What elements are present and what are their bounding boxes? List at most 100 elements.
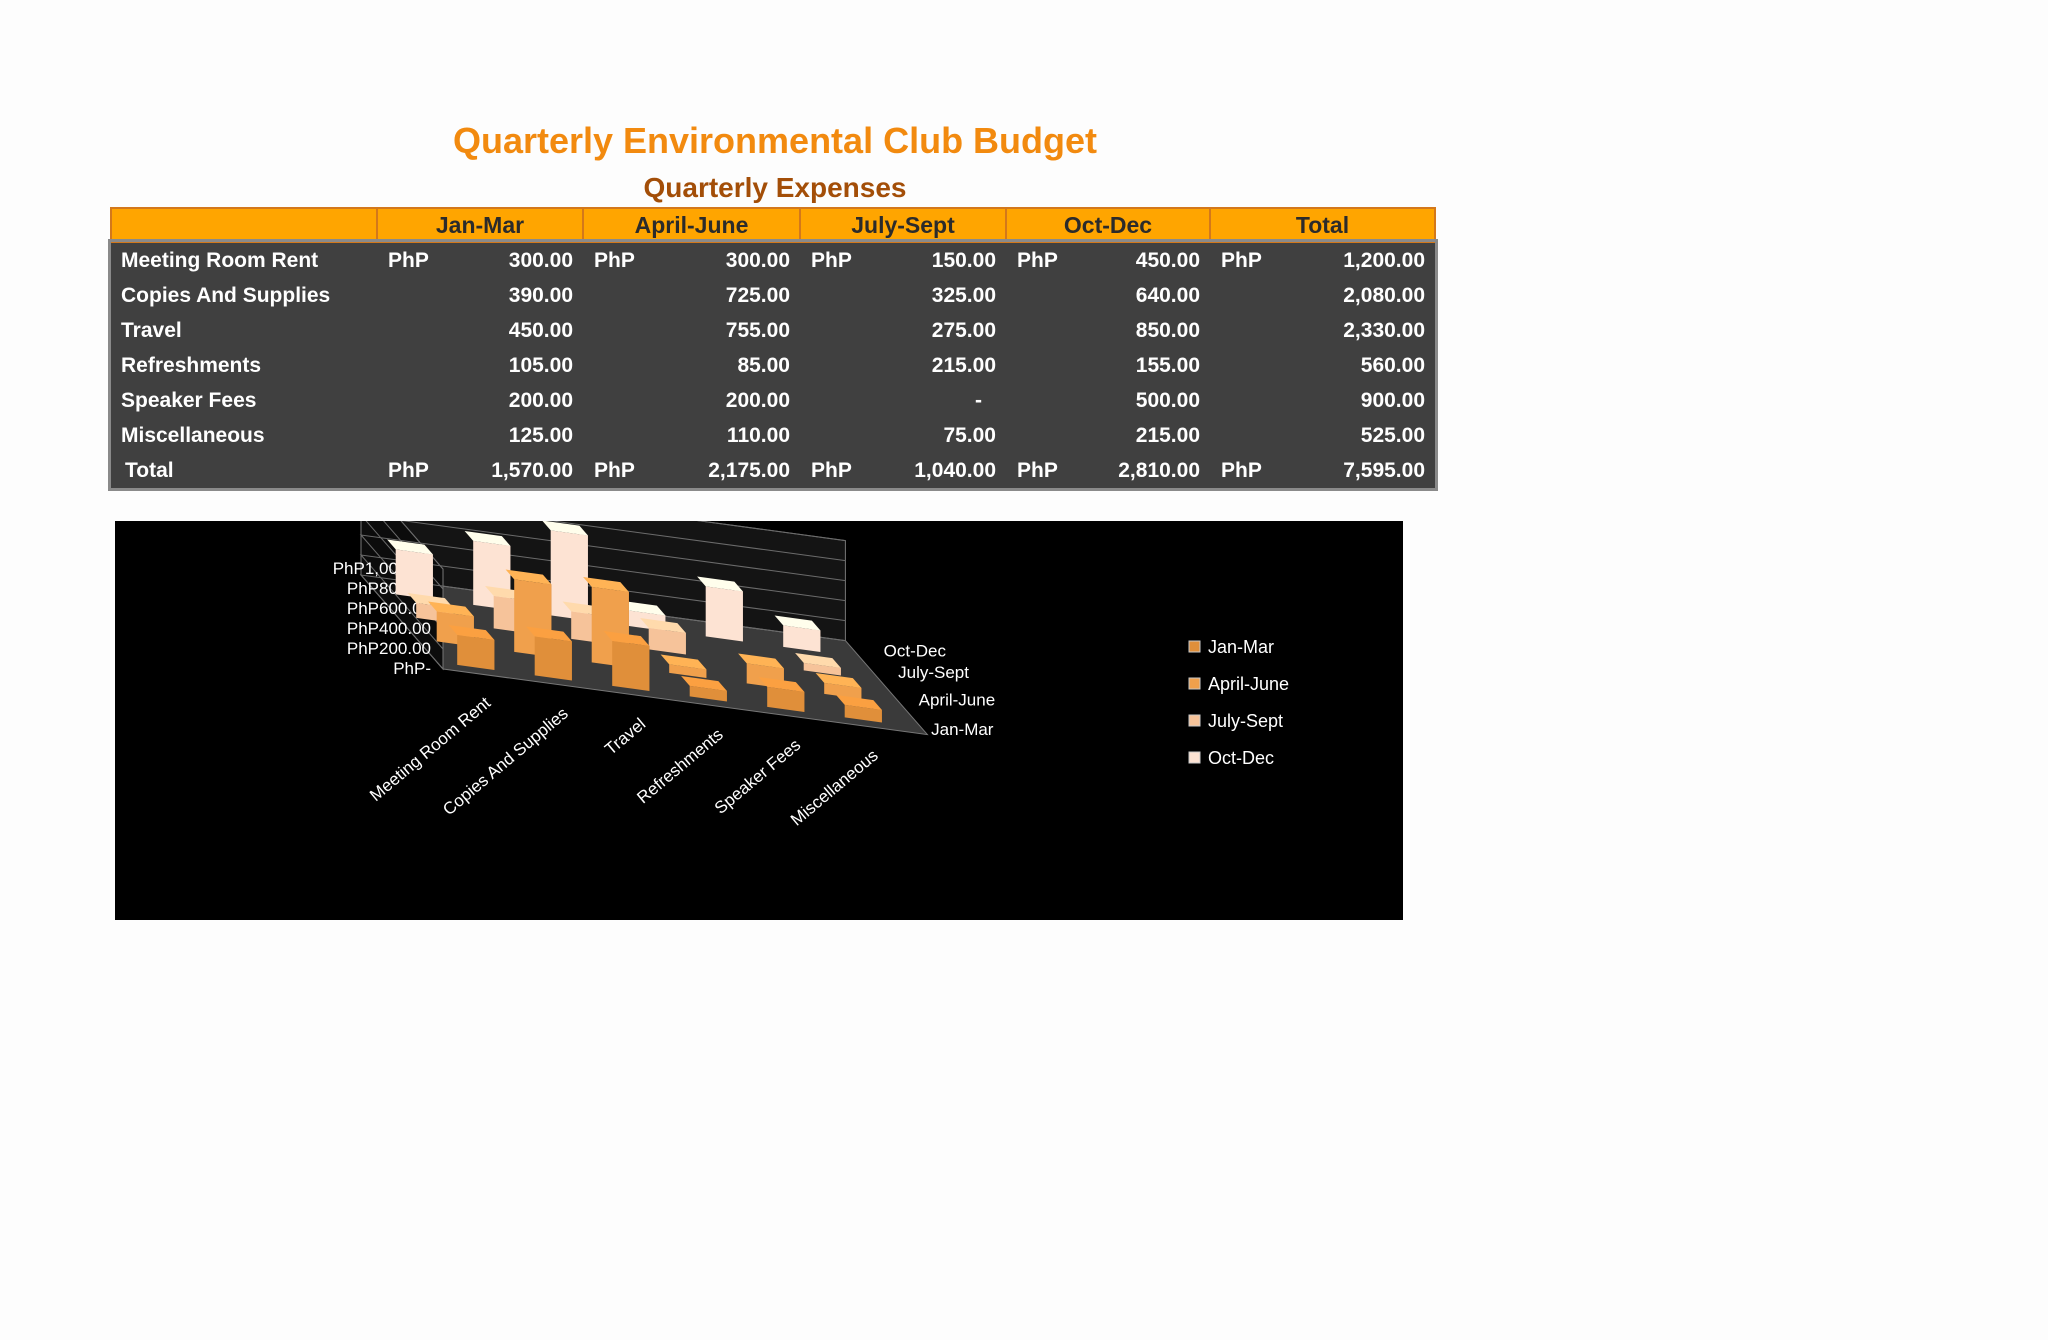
row-label: Refreshments <box>111 348 377 383</box>
bar-top <box>640 618 686 633</box>
table-cell: 105.00 <box>377 348 583 383</box>
table-cell: 215.00 <box>1006 418 1210 453</box>
currency-label: PhP <box>594 248 635 272</box>
bar-top <box>526 626 572 642</box>
amount-value: 2,810.00 <box>1118 458 1200 482</box>
table-cell: 110.00 <box>583 418 800 453</box>
x-tick-label: Miscellaneous <box>787 746 882 830</box>
table-cell: 200.00 <box>583 383 800 418</box>
header-cell <box>110 207 378 243</box>
table-cell: 75.00 <box>800 418 1006 453</box>
amount-value: 200.00 <box>725 388 790 412</box>
table-cell: 390.00 <box>377 278 583 313</box>
table-row: Copies And Supplies 390.00 725.00 325.00 640… <box>111 278 1435 313</box>
table-row: Speaker Fees 200.00 200.00 - 500.00 900.00 <box>111 383 1435 418</box>
bar-front <box>612 640 650 691</box>
header-cell: April-June <box>582 207 801 243</box>
table-cell: PhP 150.00 <box>800 242 1006 278</box>
table-header-row: Jan-Mar April-June July-Sept Oct-Dec Tot… <box>110 207 1436 243</box>
z-tick-label: Jan-Mar <box>931 720 994 739</box>
bar-top <box>681 676 727 691</box>
table-row: Travel 450.00 755.00 275.00 850.00 2,330.00 <box>111 313 1435 348</box>
amount-value: 125.00 <box>508 423 573 447</box>
table-cell: 450.00 <box>377 313 583 348</box>
amount-value: 200.00 <box>508 388 573 412</box>
bar-top <box>583 577 629 592</box>
bar <box>640 618 686 655</box>
x-tick-label: Travel <box>601 714 649 759</box>
table-total-row: Total PhP 1,570.00 PhP 2,175.00 PhP 1,040.00 Ph… <box>111 453 1435 488</box>
bar-front <box>648 627 686 655</box>
table-cell: PhP 7,595.00 <box>1210 453 1435 488</box>
bar-top <box>795 653 841 668</box>
table-row: Refreshments 105.00 85.00 215.00 155.00 560.0… <box>111 348 1435 383</box>
amount-value: 450.00 <box>508 318 573 342</box>
x-tick-label: Speaker Fees <box>711 735 804 818</box>
bar <box>387 539 433 600</box>
table-cell: 85.00 <box>583 348 800 383</box>
y-tick-label: PhP200.00 <box>347 639 431 658</box>
table-row: Miscellaneous 125.00 110.00 75.00 215.00 525.… <box>111 418 1435 453</box>
bar-top <box>774 615 821 631</box>
amount-value: 85.00 <box>737 353 790 377</box>
y-tick-label: PhP400.00 <box>347 619 431 638</box>
header-cell: Total <box>1209 207 1436 243</box>
bar <box>681 676 727 702</box>
amount-value: 75.00 <box>943 423 996 447</box>
table-cell: - <box>800 383 1006 418</box>
amount-value: 300.00 <box>725 248 790 272</box>
bar <box>795 653 841 676</box>
amount-value: 2,080.00 <box>1343 283 1425 307</box>
legend-swatch <box>1188 677 1201 690</box>
amount-value: 110.00 <box>726 423 790 447</box>
table-cell: 525.00 <box>1210 418 1435 453</box>
currency-label: PhP <box>594 458 635 482</box>
bar-top <box>387 539 433 555</box>
legend-label: Jan-Mar <box>1208 637 1274 657</box>
table-cell: PhP 300.00 <box>377 242 583 278</box>
amount-value: 2,175.00 <box>708 458 790 482</box>
bar-front <box>824 682 862 699</box>
currency-label: PhP <box>1017 458 1058 482</box>
legend-swatch <box>1188 714 1201 727</box>
amount-value: 525.00 <box>1360 423 1425 447</box>
table-cell: PhP 300.00 <box>583 242 800 278</box>
bar-top <box>448 625 495 640</box>
table-cell: 900.00 <box>1210 383 1435 418</box>
row-label: Total <box>111 453 377 488</box>
bar-front <box>550 530 588 621</box>
row-label: Miscellaneous <box>111 418 377 453</box>
expense-3d-chart: PhP-PhP200.00PhP400.00PhP600.00PhP800.00… <box>333 473 1289 830</box>
chart-panel: PhP- PhP200.00 PhP400.00 PhP600.00 PhP800.00… <box>115 473 1403 920</box>
amount-value: 215.00 <box>1135 423 1200 447</box>
bar-top <box>815 673 862 688</box>
amount-value: 300.00 <box>508 248 573 272</box>
table-cell: 755.00 <box>583 313 800 348</box>
table-cell: 850.00 <box>1006 313 1210 348</box>
amount-value: 850.00 <box>1135 318 1200 342</box>
bar <box>603 631 650 691</box>
bar-front <box>767 686 805 712</box>
bar-top <box>619 600 666 616</box>
legend-label: April-June <box>1208 674 1289 694</box>
amount-value: 900.00 <box>1360 388 1425 412</box>
bar <box>542 520 588 621</box>
page-subtitle: Quarterly Expenses <box>643 172 907 203</box>
bar-top <box>505 569 552 585</box>
bar <box>448 625 495 670</box>
table-cell: 200.00 <box>377 383 583 418</box>
table-cell: PhP 1,040.00 <box>800 453 1006 488</box>
gridline <box>359 554 846 650</box>
currency-label: PhP <box>1017 248 1058 272</box>
amount-value: 150.00 <box>931 248 996 272</box>
amount-value: - <box>975 388 982 412</box>
table-cell: PhP 1,200.00 <box>1210 242 1435 278</box>
bar-top <box>738 653 784 669</box>
amount-value: 1,040.00 <box>914 458 996 482</box>
amount-value: 450.00 <box>1135 248 1200 272</box>
table-cell: PhP 450.00 <box>1006 242 1210 278</box>
bar-top <box>428 601 474 617</box>
legend-swatch <box>1188 640 1201 653</box>
table-cell: 2,080.00 <box>1210 278 1435 313</box>
bar <box>758 677 805 712</box>
